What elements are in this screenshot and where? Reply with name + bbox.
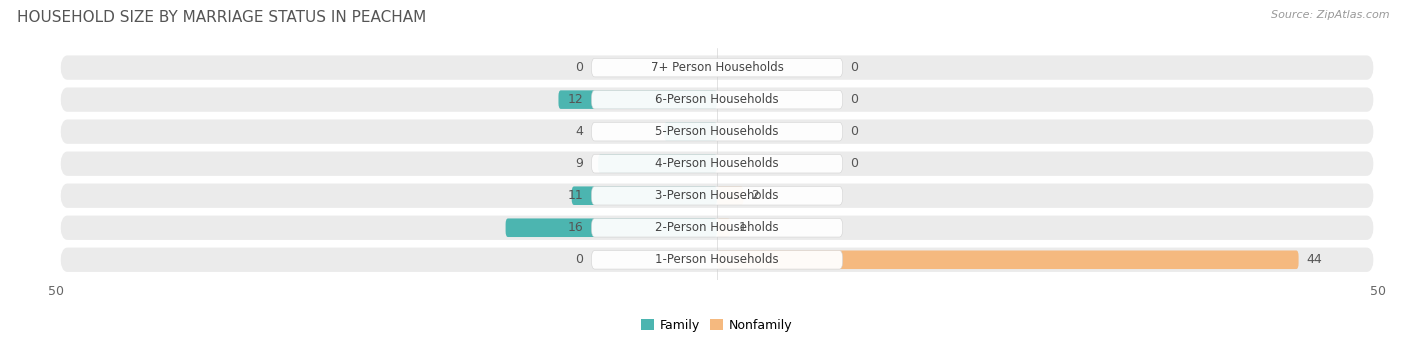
Text: 7+ Person Households: 7+ Person Households — [651, 61, 783, 74]
FancyBboxPatch shape — [60, 183, 1374, 208]
FancyBboxPatch shape — [60, 248, 1374, 272]
Text: 0: 0 — [851, 61, 859, 74]
FancyBboxPatch shape — [558, 90, 717, 109]
Text: 1: 1 — [738, 221, 747, 234]
FancyBboxPatch shape — [60, 151, 1374, 176]
FancyBboxPatch shape — [664, 122, 717, 141]
FancyBboxPatch shape — [717, 187, 744, 205]
FancyBboxPatch shape — [592, 58, 842, 77]
Text: 3-Person Households: 3-Person Households — [655, 189, 779, 202]
FancyBboxPatch shape — [506, 219, 717, 237]
Text: 12: 12 — [568, 93, 583, 106]
FancyBboxPatch shape — [717, 219, 730, 237]
FancyBboxPatch shape — [572, 187, 717, 205]
Text: 11: 11 — [568, 189, 583, 202]
FancyBboxPatch shape — [592, 187, 842, 205]
Text: 2-Person Households: 2-Person Households — [655, 221, 779, 234]
FancyBboxPatch shape — [592, 90, 842, 109]
Text: 1-Person Households: 1-Person Households — [655, 253, 779, 266]
Text: 9: 9 — [575, 157, 583, 170]
FancyBboxPatch shape — [60, 56, 1374, 80]
FancyBboxPatch shape — [592, 219, 842, 237]
Text: 4: 4 — [575, 125, 583, 138]
Text: 44: 44 — [1306, 253, 1322, 266]
Text: 0: 0 — [575, 253, 583, 266]
Text: 4-Person Households: 4-Person Households — [655, 157, 779, 170]
FancyBboxPatch shape — [717, 251, 1299, 269]
FancyBboxPatch shape — [60, 119, 1374, 144]
Text: Source: ZipAtlas.com: Source: ZipAtlas.com — [1271, 10, 1389, 20]
FancyBboxPatch shape — [592, 122, 842, 141]
Text: 0: 0 — [851, 157, 859, 170]
Text: 0: 0 — [575, 61, 583, 74]
Text: 16: 16 — [568, 221, 583, 234]
Text: HOUSEHOLD SIZE BY MARRIAGE STATUS IN PEACHAM: HOUSEHOLD SIZE BY MARRIAGE STATUS IN PEA… — [17, 10, 426, 25]
Text: 2: 2 — [751, 189, 759, 202]
FancyBboxPatch shape — [592, 251, 842, 269]
Text: 0: 0 — [851, 93, 859, 106]
FancyBboxPatch shape — [592, 154, 842, 173]
Text: 6-Person Households: 6-Person Households — [655, 93, 779, 106]
FancyBboxPatch shape — [60, 87, 1374, 112]
Text: 5-Person Households: 5-Person Households — [655, 125, 779, 138]
FancyBboxPatch shape — [60, 216, 1374, 240]
Legend: Family, Nonfamily: Family, Nonfamily — [637, 314, 797, 337]
Text: 0: 0 — [851, 125, 859, 138]
FancyBboxPatch shape — [598, 154, 717, 173]
